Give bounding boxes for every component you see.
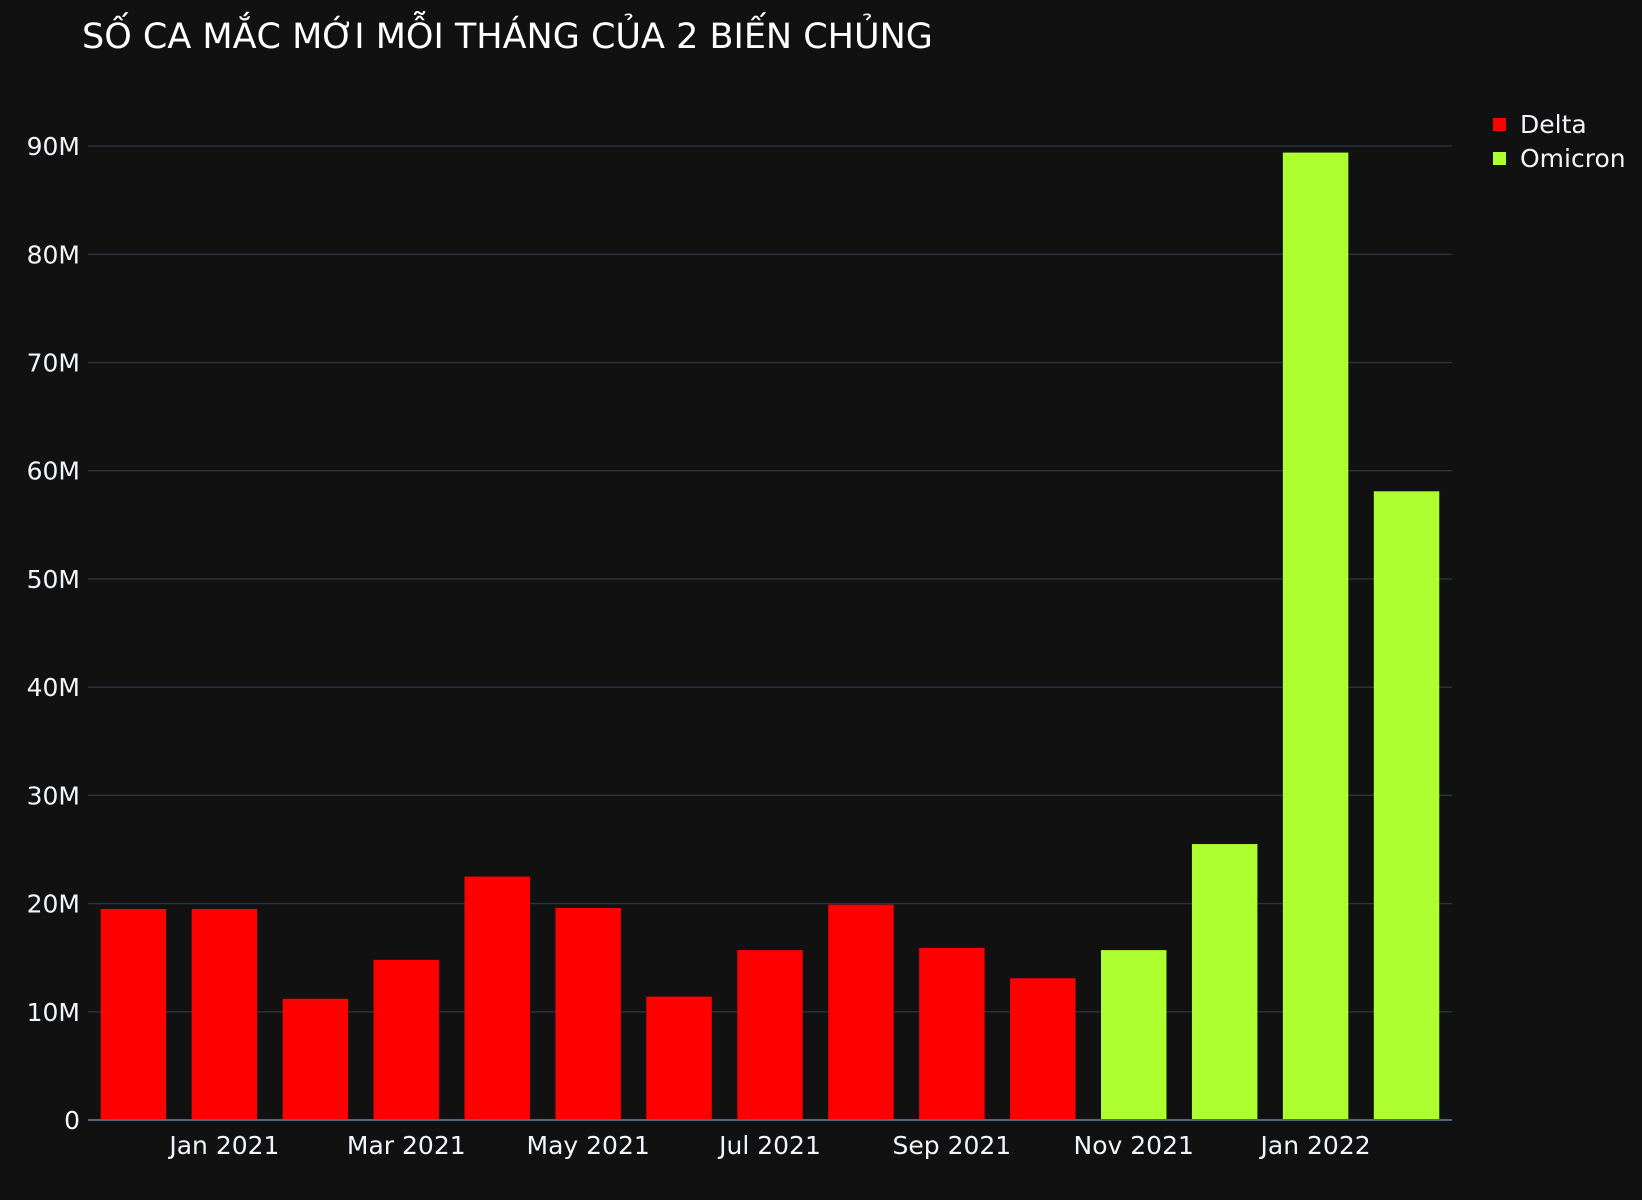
legend-label-delta: Delta <box>1520 110 1587 139</box>
bar-delta <box>373 959 440 1120</box>
bar-omicron <box>1282 152 1349 1120</box>
x-tick-label: Jan 2021 <box>167 1131 279 1160</box>
legend-swatch-delta <box>1493 118 1506 131</box>
gridlines <box>88 145 1452 1013</box>
axes: 0 10M 20M 30M 40M 50M 60M 70M 80M 90M Jan 2021 Mar … <box>27 132 1452 1160</box>
x-tick-label: Jan 2022 <box>1259 1131 1371 1160</box>
bar-delta <box>464 876 530 1120</box>
y-tick-label: 10M <box>27 998 80 1027</box>
x-tick-label: Sep 2021 <box>893 1131 1012 1160</box>
y-tick-label: 0 <box>64 1106 80 1135</box>
bar-delta <box>828 904 894 1120</box>
y-tick-label: 30M <box>27 781 80 810</box>
bar-delta <box>555 907 621 1120</box>
bar-delta <box>282 998 349 1120</box>
bar-delta <box>646 996 712 1120</box>
x-tick-label: Jul 2021 <box>717 1131 821 1160</box>
bars <box>100 152 1440 1120</box>
x-tick-label: Mar 2021 <box>347 1131 466 1160</box>
bar-delta <box>919 947 985 1120</box>
chart-title: SỐ CA MẮC MỚI MỖI THÁNG CỦA 2 BIẾN CHỦNG <box>82 10 933 57</box>
bar-delta <box>191 908 258 1120</box>
bar-omicron <box>1373 491 1440 1120</box>
bar-delta <box>100 908 167 1120</box>
bar-omicron <box>1191 844 1258 1120</box>
y-tick-label: 20M <box>27 890 80 919</box>
legend-swatch-omicron <box>1493 152 1506 165</box>
x-tick-label: Nov 2021 <box>1074 1131 1194 1160</box>
y-tick-label: 40M <box>27 673 80 702</box>
y-tick-label: 50M <box>27 565 80 594</box>
bar-omicron <box>1100 950 1167 1120</box>
legend: Delta Omicron <box>1493 110 1626 173</box>
y-tick-label: 60M <box>27 457 80 486</box>
x-tick-label: May 2021 <box>527 1131 650 1160</box>
legend-label-omicron: Omicron <box>1520 144 1626 173</box>
bar-delta <box>737 950 803 1120</box>
y-tick-label: 80M <box>27 240 80 269</box>
y-tick-label: 70M <box>27 349 80 378</box>
bar-delta <box>1010 978 1076 1120</box>
y-tick-label: 90M <box>27 132 80 161</box>
